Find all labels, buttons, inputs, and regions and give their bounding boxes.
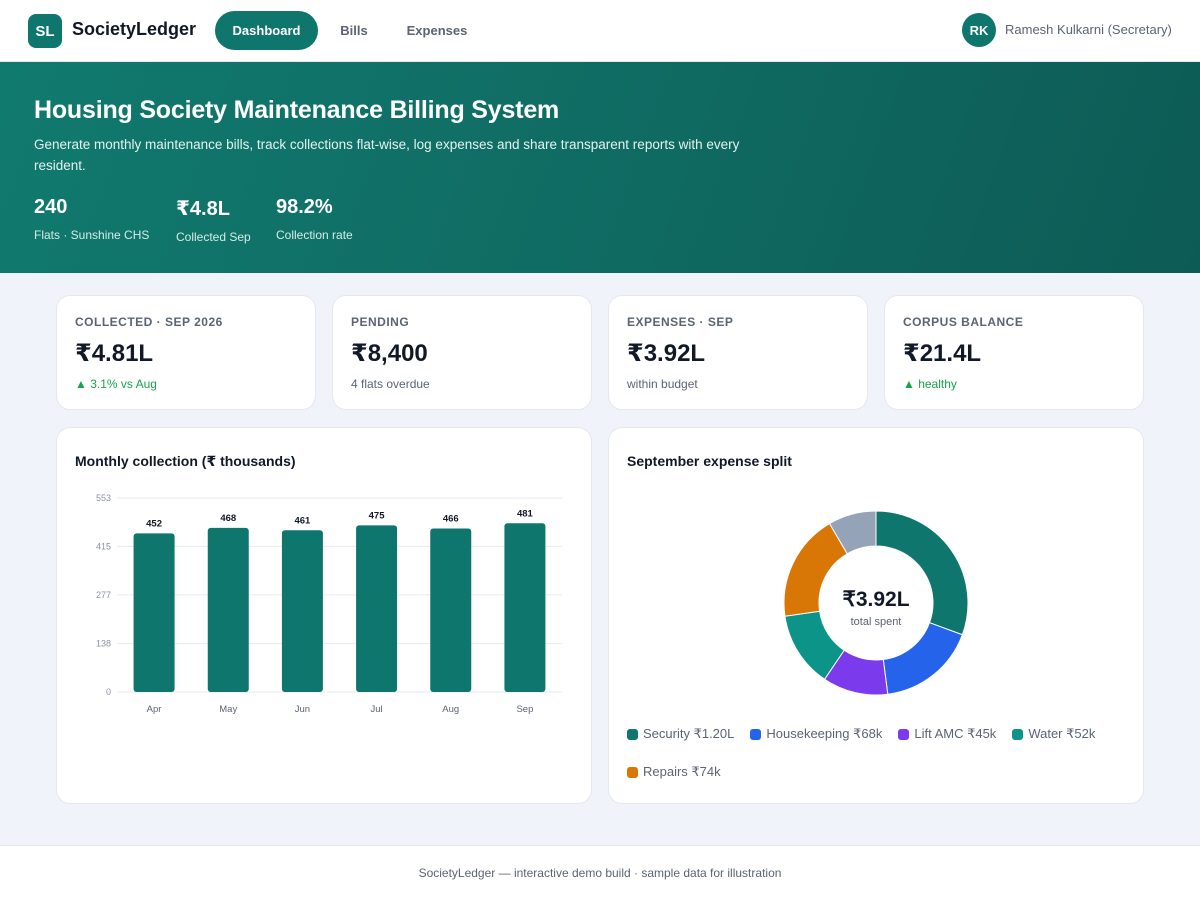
legend-label: Water ₹52k <box>1028 726 1096 741</box>
bar-value-label: 452 <box>146 518 162 529</box>
hero-stat-flats: 240 Flats · Sunshine CHS <box>34 196 149 242</box>
y-tick-label: 415 <box>96 541 111 551</box>
hero-stat-label: Collection rate <box>276 228 353 242</box>
legend-swatch <box>898 728 910 740</box>
y-tick-label: 0 <box>106 687 111 697</box>
x-tick-label: Jul <box>371 704 383 715</box>
bar-value-label: 475 <box>369 510 386 521</box>
kpi-trend: ▲ healthy <box>903 377 957 391</box>
legend-label: Housekeeping ₹68k <box>766 726 883 741</box>
avatar[interactable]: RK <box>962 13 996 47</box>
kpi-card-collected[interactable]: COLLECTED · SEP 2026 ₹4.81L ▲ 3.1% vs Au… <box>56 295 316 410</box>
legend-item: Repairs ₹74k <box>627 764 721 780</box>
collection-bar-chart: 0 138 277 415 553 452 Apr 468 May 461 Jun 475 Jul 466… <box>96 493 562 715</box>
bar-sep[interactable] <box>504 523 546 692</box>
kpi-label: PENDING <box>351 315 410 329</box>
x-tick-label: Apr <box>147 704 162 715</box>
hero-stat-label: Flats · Sunshine CHS <box>34 228 150 242</box>
user-name[interactable]: Ramesh Kulkarni (Secretary) <box>1005 22 1172 37</box>
bar-value-label: 481 <box>517 508 534 519</box>
x-tick-label: May <box>219 704 237 715</box>
donut-center-value: ₹3.92L <box>842 588 909 611</box>
legend-item: Water ₹52k <box>1012 726 1095 742</box>
footer-text: SocietyLedger — interactive demo build ·… <box>418 866 782 880</box>
bar-value-label: 461 <box>294 515 311 526</box>
y-tick-label: 277 <box>96 590 111 600</box>
x-tick-label: Sep <box>516 704 533 715</box>
expense-legend: Security ₹1.20L Housekeeping ₹68k Lift AMC… <box>627 726 1127 780</box>
y-tick-label: 553 <box>96 493 111 503</box>
bar-jul[interactable] <box>356 525 398 692</box>
tab-dashboard[interactable]: Dashboard <box>215 11 318 50</box>
bar-value-label: 466 <box>443 514 459 525</box>
kpi-value: ₹3.92L <box>627 340 706 367</box>
bar-jun[interactable] <box>281 530 323 692</box>
x-tick-label: Aug <box>442 704 459 715</box>
legend-item: Housekeeping ₹68k <box>750 726 882 742</box>
hero-stat-value: 98.2% <box>276 196 333 218</box>
legend-swatch <box>1012 728 1024 740</box>
donut-slice-other[interactable] <box>828 510 877 555</box>
legend-item: Security ₹1.20L <box>627 726 734 742</box>
kpi-value: ₹4.81L <box>75 340 154 367</box>
kpi-value: ₹8,400 <box>351 340 428 367</box>
kpi-card-expenses[interactable]: EXPENSES · SEP ₹3.92L within budget <box>608 295 868 410</box>
page-title: Housing Society Maintenance Billing Syst… <box>34 96 560 124</box>
x-tick-label: Jun <box>295 704 310 715</box>
bar-aug[interactable] <box>430 528 472 692</box>
footer: SocietyLedger — interactive demo build ·… <box>0 845 1200 900</box>
legend-label: Lift AMC ₹45k <box>914 726 997 741</box>
y-tick-label: 138 <box>96 639 111 649</box>
donut-center-label: total spent <box>851 616 902 628</box>
legend-item: Lift AMC ₹45k <box>898 726 996 742</box>
kpi-note: within budget <box>627 377 698 391</box>
legend-swatch <box>750 728 762 740</box>
hero-stat-rate: 98.2% Collection rate <box>276 196 353 242</box>
kpi-note: 4 flats overdue <box>351 377 430 391</box>
legend-label: Repairs ₹74k <box>643 764 721 779</box>
legend-swatch <box>627 728 638 740</box>
brand-name[interactable]: SocietyLedger <box>72 19 197 39</box>
expense-split-panel: September expense split ₹3.92L total spen… <box>608 427 1144 804</box>
hero-stat-value: ₹4.8L <box>176 198 230 220</box>
tab-bills[interactable]: Bills <box>340 23 368 38</box>
top-nav: SL SocietyLedger Dashboard Bills Expense… <box>0 0 1200 62</box>
kpi-trend: ▲ 3.1% vs Aug <box>75 377 157 391</box>
tab-expenses[interactable]: Expenses <box>406 23 468 38</box>
bar-apr[interactable] <box>133 533 175 692</box>
hero-subtitle: Generate monthly maintenance bills, trac… <box>34 137 740 173</box>
collection-chart-panel: Monthly collection (₹ thousands) 0 138 277… <box>56 427 592 804</box>
kpi-label: EXPENSES · SEP <box>627 315 734 329</box>
kpi-value: ₹21.4L <box>903 340 982 367</box>
kpi-card-corpus[interactable]: CORPUS BALANCE ₹21.4L ▲ healthy <box>884 295 1144 410</box>
legend-swatch <box>627 766 638 778</box>
hero-banner: Housing Society Maintenance Billing Syst… <box>0 62 1200 273</box>
kpi-card-pending[interactable]: PENDING ₹8,400 4 flats overdue <box>332 295 592 410</box>
legend-label: Security ₹1.20L <box>643 726 735 741</box>
kpi-label: CORPUS BALANCE <box>903 315 1024 329</box>
expense-donut-chart: ₹3.92L total spent <box>783 510 969 696</box>
bar-value-label: 468 <box>220 513 236 524</box>
chart-title: Monthly collection (₹ thousands) <box>75 453 296 469</box>
hero-stat-value: 240 <box>34 196 68 218</box>
logo-badge[interactable]: SL <box>28 14 62 48</box>
donut-slice-housekeeping[interactable] <box>882 622 963 695</box>
hero-stat-label: Collected Sep <box>176 230 251 244</box>
donut-slice-security[interactable] <box>875 510 969 636</box>
chart-title: September expense split <box>627 453 792 469</box>
kpi-label: COLLECTED · SEP 2026 <box>75 315 223 329</box>
hero-stat-collected: ₹4.8L Collected Sep <box>176 196 251 244</box>
bar-may[interactable] <box>207 527 249 692</box>
